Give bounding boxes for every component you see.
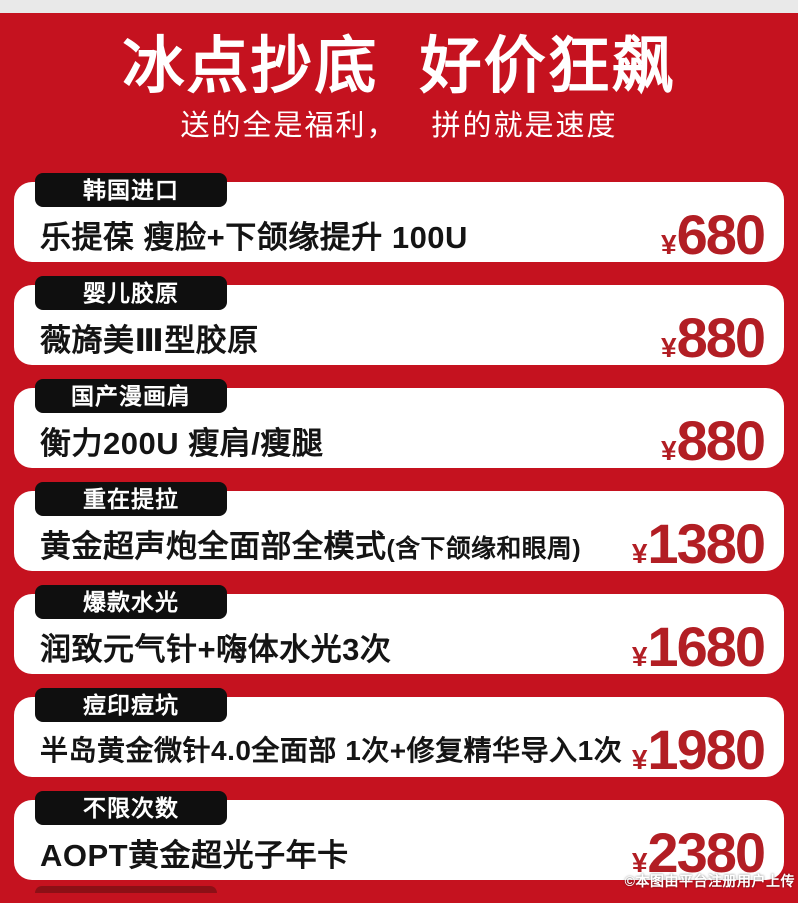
yen-symbol: ¥ bbox=[660, 228, 677, 260]
yen-symbol: ¥ bbox=[660, 434, 677, 466]
yen-symbol: ¥ bbox=[631, 846, 648, 878]
product-name-main: 乐提葆 瘦脸+下颌缘提升 100U bbox=[40, 219, 468, 255]
product-card: 重在提拉 黄金超声炮全面部全模式(含下颌缘和眼周) ¥1380 bbox=[14, 482, 784, 575]
category-tag: 不限次数 bbox=[35, 791, 227, 825]
product-name: 润致元气针+嗨体水光3次 bbox=[40, 624, 622, 669]
category-tag: 韩国进口 bbox=[35, 173, 227, 207]
top-strip bbox=[0, 0, 798, 13]
price-amount: 880 bbox=[676, 408, 766, 472]
product-name-note: (含下颌缘和眼周) bbox=[386, 535, 582, 563]
page-title: 冰点抄底 好价狂飙 bbox=[122, 32, 676, 101]
price-amount: 2380 bbox=[647, 820, 766, 884]
category-tag: 重在提拉 bbox=[35, 482, 227, 516]
product-card: 不限次数 AOPT黄金超光子年卡 ¥2380 bbox=[14, 791, 784, 884]
price-amount: 680 bbox=[676, 202, 766, 266]
category-tag: 痘印痘坑 bbox=[35, 688, 227, 722]
product-name-main: 润致元气针+嗨体水光3次 bbox=[40, 631, 392, 667]
product-card: 痘印痘坑 半岛黄金微针4.0全面部 1次+修复精华导入1次 ¥1980 bbox=[14, 688, 784, 781]
product-name: 衡力200U 瘦肩/瘦腿 bbox=[40, 418, 651, 463]
page-subtitle: 送的全是福利， 拼的就是速度 bbox=[180, 110, 618, 142]
price-amount: 880 bbox=[676, 305, 766, 369]
yen-symbol: ¥ bbox=[660, 331, 677, 363]
yen-symbol: ¥ bbox=[631, 640, 648, 672]
yen-symbol: ¥ bbox=[631, 743, 648, 775]
product-name-main: 黄金超声炮全面部全模式 bbox=[40, 528, 387, 564]
product-name-main: 衡力200U 瘦肩/瘦腿 bbox=[40, 425, 324, 461]
product-price: ¥680 bbox=[660, 202, 766, 267]
product-price: ¥880 bbox=[660, 305, 766, 370]
product-card: 国产漫画肩 衡力200U 瘦肩/瘦腿 ¥880 bbox=[14, 379, 784, 472]
price-amount: 1680 bbox=[647, 614, 766, 678]
product-price: ¥1680 bbox=[631, 614, 766, 679]
product-price: ¥1980 bbox=[631, 717, 766, 782]
category-tag: 国产漫画肩 bbox=[35, 379, 227, 413]
price-list: 韩国进口 乐提葆 瘦脸+下颌缘提升 100U ¥680 婴儿胶原 薇旖美Ⅲ型胶原… bbox=[14, 173, 784, 903]
product-price: ¥880 bbox=[660, 408, 766, 473]
product-price: ¥2380 bbox=[631, 820, 766, 885]
product-name-main: AOPT黄金超光子年卡 bbox=[40, 837, 349, 873]
product-name-main: 半岛黄金微针4.0全面部 1次+修复精华导入1次 bbox=[40, 735, 622, 766]
product-card: 婴儿胶原 薇旖美Ⅲ型胶原 ¥880 bbox=[14, 276, 784, 369]
category-tag: 爆款水光 bbox=[35, 585, 227, 619]
product-card: 韩国进口 乐提葆 瘦脸+下颌缘提升 100U ¥680 bbox=[14, 173, 784, 266]
price-amount: 1380 bbox=[647, 511, 766, 575]
product-name: 乐提葆 瘦脸+下颌缘提升 100U bbox=[40, 212, 651, 257]
category-tag: 婴儿胶原 bbox=[35, 276, 227, 310]
product-name: 黄金超声炮全面部全模式(含下颌缘和眼周) bbox=[40, 521, 622, 566]
product-name: AOPT黄金超光子年卡 bbox=[40, 830, 622, 875]
next-card-tag-partial bbox=[35, 886, 217, 893]
watermark: ©本图由平台注册用户上传 bbox=[624, 873, 795, 889]
product-name: 半岛黄金微针4.0全面部 1次+修复精华导入1次 bbox=[40, 729, 622, 769]
product-name: 薇旖美Ⅲ型胶原 bbox=[40, 315, 651, 360]
product-price: ¥1380 bbox=[631, 511, 766, 576]
product-name-main: 薇旖美Ⅲ型胶原 bbox=[40, 322, 259, 358]
yen-symbol: ¥ bbox=[631, 537, 648, 569]
price-amount: 1980 bbox=[647, 717, 766, 781]
product-card: 爆款水光 润致元气针+嗨体水光3次 ¥1680 bbox=[14, 585, 784, 678]
